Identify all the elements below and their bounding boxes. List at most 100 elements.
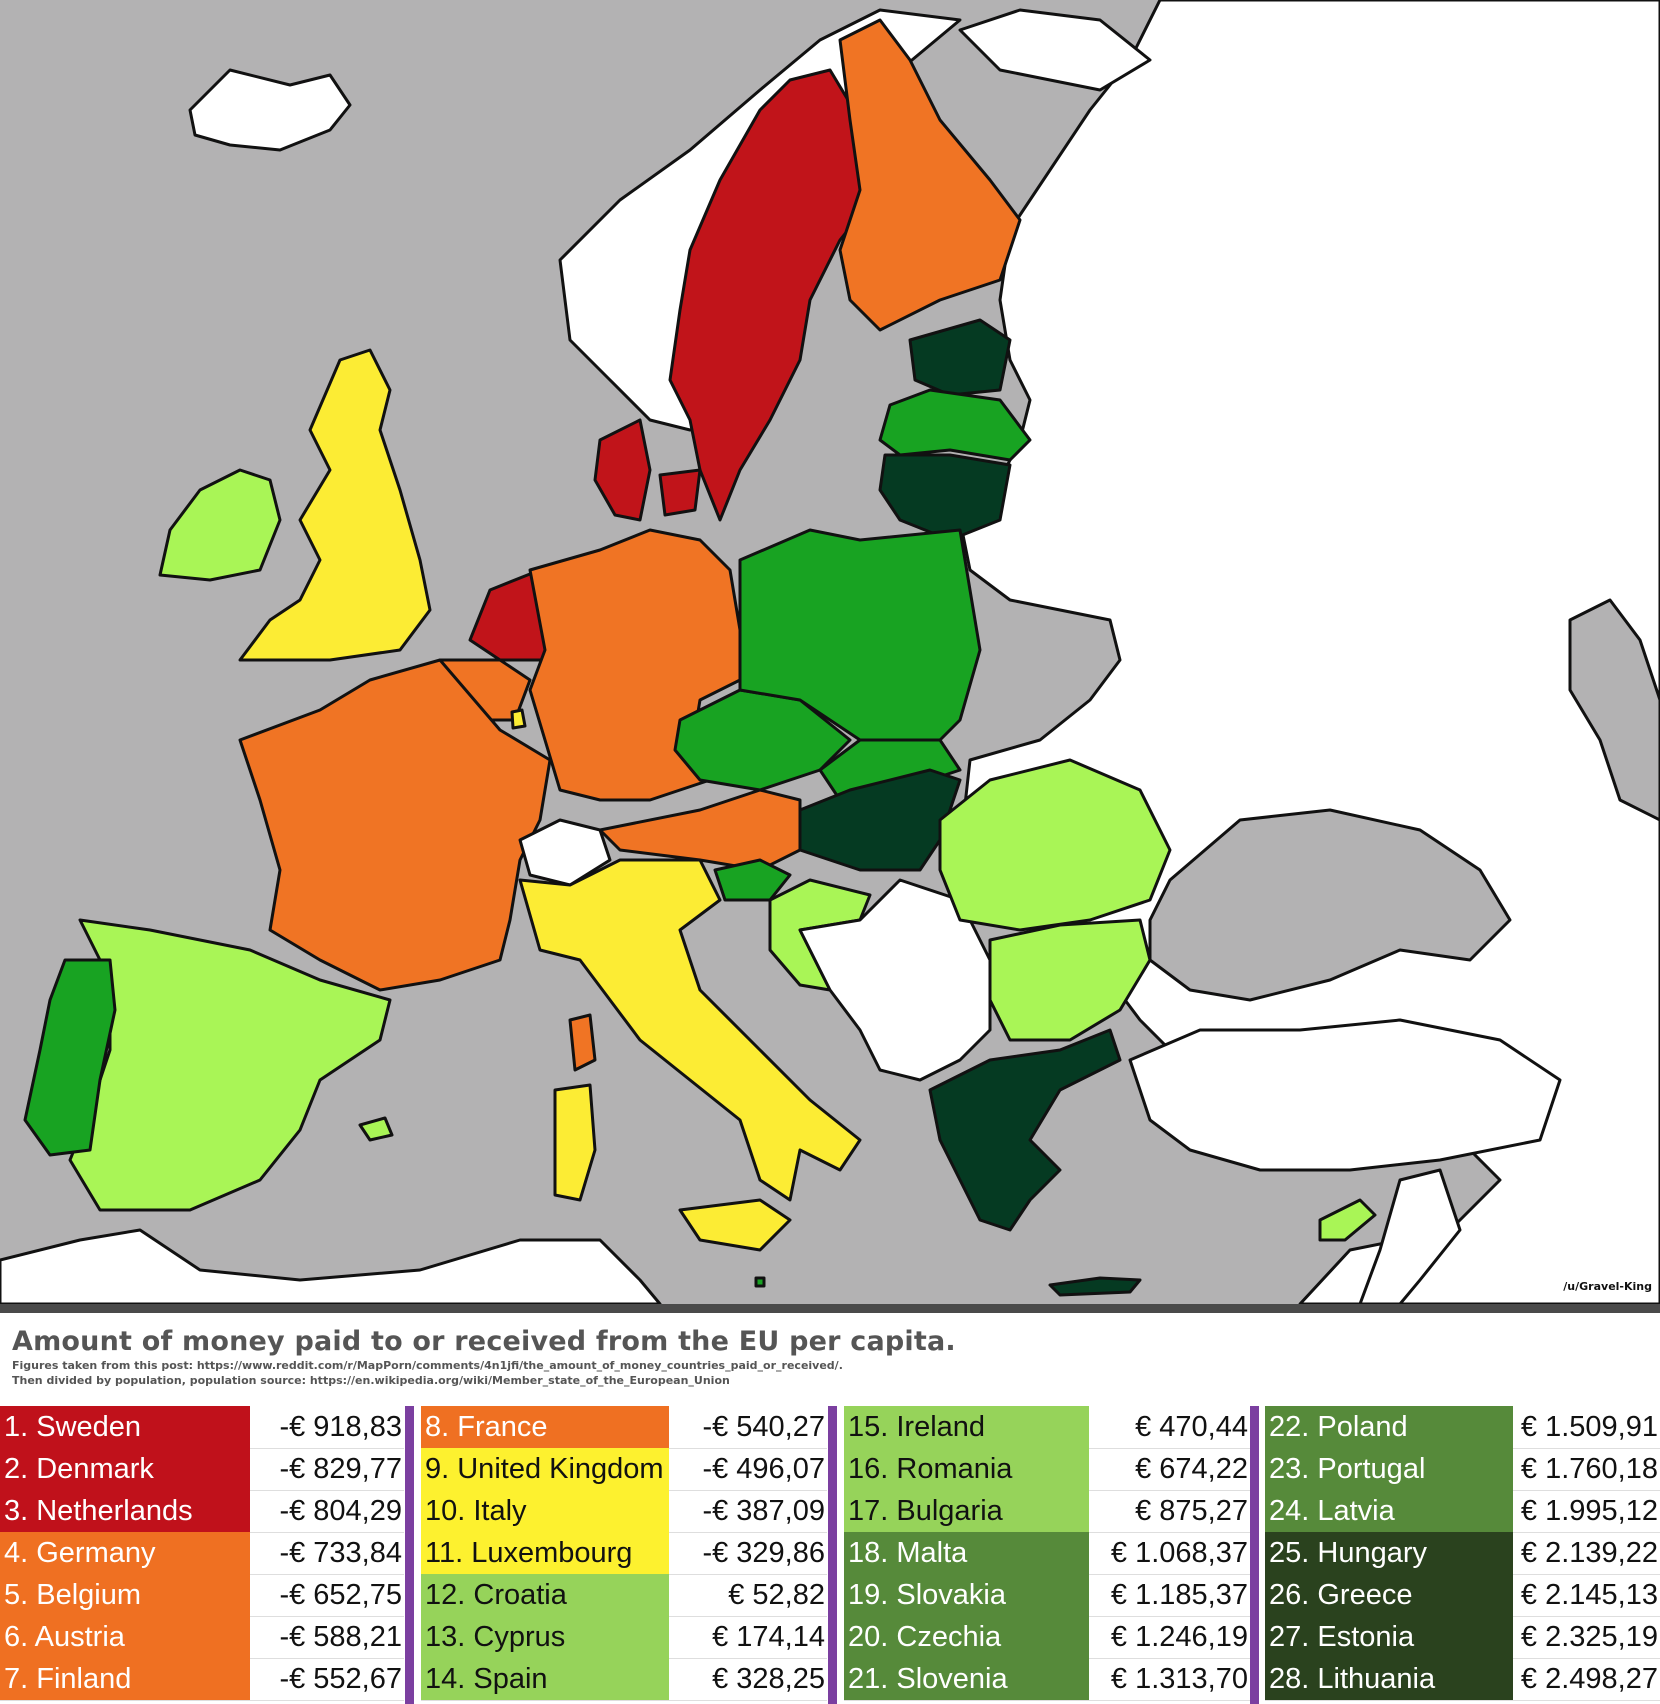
legend-value: € 328,25 [712, 1663, 825, 1695]
legend-row: 26. Greece € 2.145,13 [1265, 1574, 1660, 1617]
region-italy [518, 858, 862, 1202]
region-france [238, 658, 552, 992]
legend-row: 5. Belgium -€ 652,75 [0, 1574, 404, 1617]
legend-country-label: 28. Lithuania [1265, 1658, 1513, 1700]
legend-value: € 470,44 [1135, 1411, 1248, 1443]
legend-value: € 1.185,37 [1110, 1579, 1248, 1611]
region-baleares [358, 1116, 394, 1142]
region-levant [1358, 1168, 1462, 1304]
legend-row: 17. Bulgaria € 875,27 [844, 1490, 1250, 1533]
legend-row: 15. Ireland € 470,44 [844, 1406, 1250, 1449]
legend-country-label: 10. Italy [421, 1490, 669, 1532]
region-slovenia [713, 858, 792, 902]
legend-row: 16. Romania € 674,22 [844, 1448, 1250, 1491]
region-sicily [678, 1198, 792, 1252]
legend-value: -€ 540,27 [702, 1411, 825, 1443]
region-portugal [23, 958, 117, 1157]
legend-column: 15. Ireland € 470,44 16. Romania € 674,22 17… [844, 1406, 1250, 1702]
europe-map: /u/Gravel-King [0, 0, 1660, 1304]
legend-country-label: 26. Greece [1265, 1574, 1513, 1616]
legend-country-label: 24. Latvia [1265, 1490, 1513, 1532]
legend-value: € 2.139,22 [1520, 1537, 1658, 1569]
source-line-2: Then divided by population, population s… [12, 1374, 730, 1387]
page-title: Amount of money paid to or received from… [12, 1326, 956, 1357]
legend-row: 14. Spain € 328,25 [421, 1658, 827, 1701]
legend-row: 4. Germany -€ 733,84 [0, 1532, 404, 1575]
legend-row: 19. Slovakia € 1.185,37 [844, 1574, 1250, 1617]
legend-value: -€ 652,75 [279, 1579, 402, 1611]
region-greece [928, 1028, 1122, 1232]
region-poland [738, 528, 982, 742]
legend-value: -€ 804,29 [279, 1495, 402, 1527]
legend-row: 7. Finland -€ 552,67 [0, 1658, 404, 1701]
legend-row: 3. Netherlands -€ 804,29 [0, 1490, 404, 1533]
legend-country-label: 18. Malta [844, 1532, 1089, 1574]
legend-value: -€ 329,86 [702, 1537, 825, 1569]
region-bulgaria [988, 918, 1152, 1042]
legend-row: 2. Denmark -€ 829,77 [0, 1448, 404, 1491]
legend-country-label: 11. Luxembourg [421, 1532, 669, 1574]
legend-column-separator [828, 1406, 837, 1704]
legend-country-label: 25. Hungary [1265, 1532, 1513, 1574]
legend-country-label: 8. France [421, 1406, 669, 1448]
legend-value: € 1.313,70 [1110, 1663, 1248, 1695]
legend-value: € 2.498,27 [1520, 1663, 1658, 1695]
region-crete [1048, 1276, 1142, 1297]
map-svg [0, 0, 1660, 1304]
legend-value: € 1.995,12 [1520, 1495, 1658, 1527]
legend-row: 8. France -€ 540,27 [421, 1406, 827, 1449]
region-turkey [1128, 1018, 1562, 1172]
region-balkans-non-eu [798, 878, 992, 1082]
region-black-sea [1148, 808, 1512, 1002]
legend-country-label: 4. Germany [0, 1532, 250, 1574]
legend-column: 22. Poland € 1.509,91 23. Portugal € 1.760,… [1265, 1406, 1660, 1702]
legend-value: € 875,27 [1135, 1495, 1248, 1527]
legend-row: 10. Italy -€ 387,09 [421, 1490, 827, 1533]
region-sardinia [553, 1083, 597, 1202]
legend-country-label: 22. Poland [1265, 1406, 1513, 1448]
legend-country-label: 19. Slovakia [844, 1574, 1089, 1616]
region-north-russia [958, 8, 1152, 92]
legend-column-separator [405, 1406, 414, 1704]
title-block: Amount of money paid to or received from… [12, 1326, 1652, 1388]
legend-row: 25. Hungary € 2.139,22 [1265, 1532, 1660, 1575]
legend-value: € 1.760,18 [1520, 1453, 1658, 1485]
legend-row: 23. Portugal € 1.760,18 [1265, 1448, 1660, 1491]
region-caspian [1568, 598, 1660, 822]
legend-value: -€ 829,77 [279, 1453, 402, 1485]
region-latvia [878, 388, 1032, 462]
legend-column: 8. France -€ 540,27 9. United Kingdom -€ 49… [421, 1406, 827, 1702]
legend-row: 12. Croatia € 52,82 [421, 1574, 827, 1617]
legend-country-label: 6. Austria [0, 1616, 250, 1658]
region-luxembourg [510, 708, 527, 730]
legend-value: € 2.145,13 [1520, 1579, 1658, 1611]
region-denmark [593, 418, 652, 522]
legend-value: € 1.068,37 [1110, 1537, 1248, 1569]
legend-row: 18. Malta € 1.068,37 [844, 1532, 1250, 1575]
region-united-kingdom [238, 348, 432, 662]
legend-value: -€ 552,67 [279, 1663, 402, 1695]
legend-row: 20. Czechia € 1.246,19 [844, 1616, 1250, 1659]
legend-country-label: 27. Estonia [1265, 1616, 1513, 1658]
legend-country-label: 16. Romania [844, 1448, 1089, 1490]
legend-country-label: 17. Bulgaria [844, 1490, 1089, 1532]
region-lithuania [878, 453, 1012, 542]
legend-country-label: 2. Denmark [0, 1448, 250, 1490]
legend-value: € 674,22 [1135, 1453, 1248, 1485]
legend-country-label: 7. Finland [0, 1658, 250, 1700]
legend-country-label: 5. Belgium [0, 1574, 250, 1616]
legend-value: -€ 588,21 [279, 1621, 402, 1653]
legend-value: € 52,82 [728, 1579, 825, 1611]
legend-country-label: 15. Ireland [844, 1406, 1089, 1448]
legend-row: 24. Latvia € 1.995,12 [1265, 1490, 1660, 1533]
legend-country-label: 23. Portugal [1265, 1448, 1513, 1490]
legend-value: -€ 496,07 [702, 1453, 825, 1485]
region-ireland [158, 468, 282, 582]
legend-country-label: 13. Cyprus [421, 1616, 669, 1658]
legend-row: 9. United Kingdom -€ 496,07 [421, 1448, 827, 1491]
region-switzerland [518, 818, 612, 887]
legend-row: 22. Poland € 1.509,91 [1265, 1406, 1660, 1449]
legend-row: 27. Estonia € 2.325,19 [1265, 1616, 1660, 1659]
region-hungary [798, 768, 962, 872]
region-iceland [188, 68, 352, 152]
